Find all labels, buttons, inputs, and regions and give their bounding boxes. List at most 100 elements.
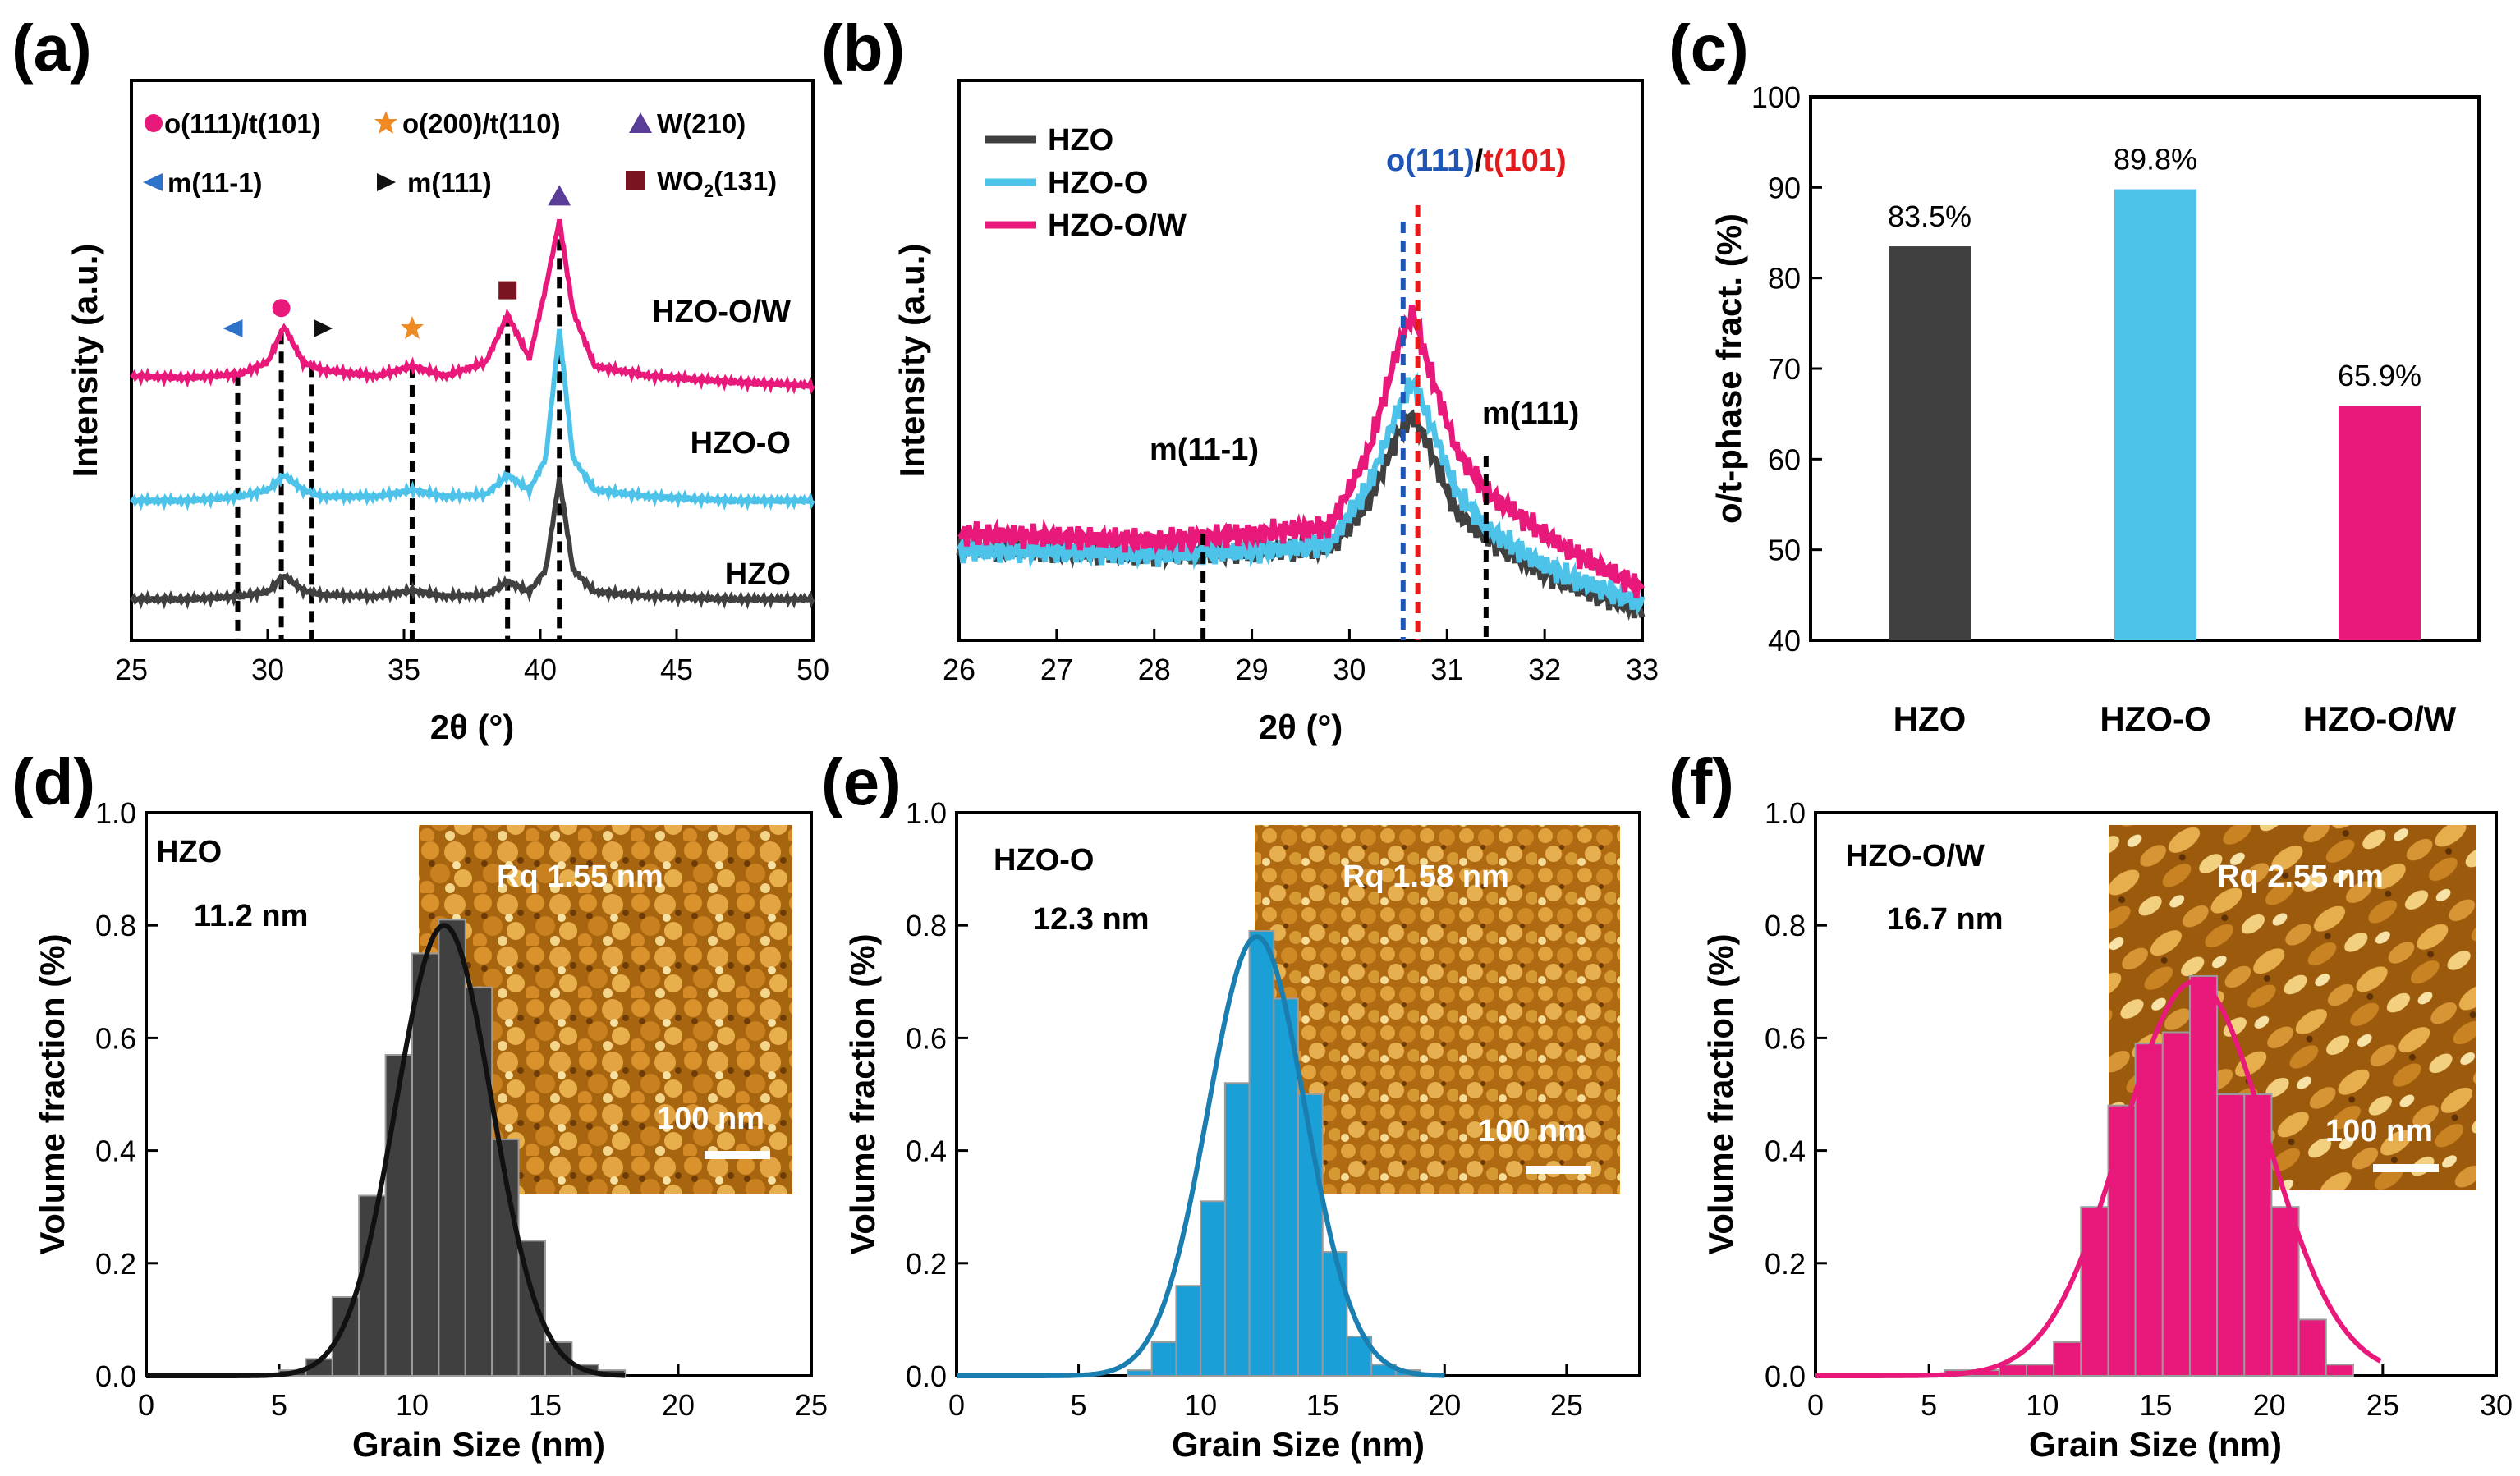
legend-label-m11-1: m(11-1)	[168, 167, 263, 198]
x-axis-label-e: Grain Size (nm)	[1172, 1425, 1425, 1464]
f-xtick-label-25: 25	[2366, 1388, 2399, 1422]
value-label-hzo: 83.5%	[1888, 199, 1971, 233]
f-hist-bar-6	[2080, 1206, 2109, 1377]
d-xtick-label-25: 25	[795, 1388, 828, 1422]
panel-e: 0 5 10 15 20 250.00.20.40.60.81.0 Rq 1.58 nm …	[843, 796, 1641, 1464]
bar-hzo-o-w	[2339, 406, 2421, 640]
legend-label-o111-t101: o(111)/t(101)	[164, 108, 321, 139]
plot-frame-b	[957, 79, 1644, 642]
panel-label-f: (f)	[1669, 745, 1734, 818]
f-ytick-label-0.0: 0.0	[1765, 1359, 1806, 1393]
rq-label-f: Rq 2.55 nm	[2217, 859, 2384, 894]
e-hist-bar-2	[1127, 1369, 1153, 1377]
e-hist-bar-3	[1150, 1341, 1177, 1377]
legend-marker-m11-1	[143, 173, 163, 191]
legend-marker-w210	[629, 112, 652, 133]
b-xtick-label-26: 26	[943, 653, 975, 686]
f-hist-bar-7	[2107, 1104, 2137, 1377]
peak-marker-m111	[314, 319, 333, 337]
d-ytick-label-0.6: 0.6	[95, 1021, 136, 1055]
y-axis-label-c: o/t-phase fract. (%)	[1710, 213, 1748, 524]
gaussian-fit-e	[957, 933, 1445, 1378]
legend-b: HZO HZO-O HZO-O/W	[985, 123, 1187, 243]
d-hist-bar-8	[438, 919, 466, 1377]
e-ytick-label-0.2: 0.2	[906, 1247, 947, 1281]
f-hist-bar-4	[2025, 1364, 2055, 1377]
panel-a: 25 30 35 40 45 50 2θ (°) Intensity (a.u.) o(1…	[66, 79, 829, 746]
annotation-m11-1: m(11-1)	[1150, 433, 1259, 467]
peak-marker-w210	[548, 185, 571, 206]
e-hist-bar-10	[1321, 1251, 1348, 1377]
e-xtick-label-25: 25	[1550, 1388, 1583, 1422]
f-xtick-label-10: 10	[2026, 1388, 2059, 1422]
d-xtick-label-10: 10	[396, 1388, 429, 1422]
peak-label-separator: /	[1475, 144, 1484, 178]
legend-marker-m111	[377, 173, 396, 191]
b-xtick-label-33: 33	[1626, 653, 1659, 686]
e-ytick-label-0.6: 0.6	[906, 1021, 947, 1055]
e-hist-bar-6	[1223, 1082, 1251, 1377]
e-xtick-label-0: 0	[948, 1388, 965, 1422]
rq-label-e: Rq 1.58 nm	[1343, 859, 1509, 894]
f-hist-bar-14	[2297, 1318, 2327, 1377]
b-xtick-label-28: 28	[1138, 653, 1171, 686]
b-xtick-label-27: 27	[1040, 653, 1073, 686]
sample-label-f: HZO-O/W	[1846, 839, 1985, 873]
peak-label-b: o(111)/t(101)	[1386, 144, 1567, 178]
legend-label-hzo-o: HZO-O	[1048, 166, 1148, 200]
panel-label-a: (a)	[11, 11, 92, 85]
c-ytick-label-90: 90	[1768, 171, 1801, 204]
c-ytick-label-50: 50	[1768, 534, 1801, 567]
xrd-zoom-line-hzo-o	[956, 372, 1646, 616]
mean-label-d: 11.2 nm	[194, 899, 308, 933]
sample-label-d: HZO	[156, 835, 222, 869]
peak-label-o111: o(111)	[1386, 144, 1475, 178]
a-xtick-label-40: 40	[524, 653, 557, 686]
panel-d: 0 5 10 15 20 250.00.20.40.60.81.0 Rq 1.55 nm …	[33, 796, 828, 1464]
y-axis-label-f: Volume fraction (%)	[1701, 933, 1740, 1254]
legend-marker-o111-t101	[145, 114, 163, 132]
xrd-line-hzo	[129, 476, 815, 610]
scalebar-label-d: 100 nm	[657, 1102, 764, 1136]
x-axis-label-f: Grain Size (nm)	[2029, 1425, 2282, 1464]
c-ytick-label-100: 100	[1751, 80, 1801, 114]
annotation-m111: m(111)	[1482, 397, 1579, 431]
a-xtick-label-45: 45	[660, 653, 693, 686]
f-xtick-label-0: 0	[1807, 1388, 1824, 1422]
legend-label-m111: m(111)	[407, 167, 492, 198]
category-label-hzo-o: HZO-O	[2100, 699, 2210, 738]
f-hist-bar-15	[2325, 1364, 2354, 1377]
scalebar-label-e: 100 nm	[1478, 1114, 1586, 1148]
d-hist-bar-9	[464, 986, 493, 1377]
e-ytick-label-0.0: 0.0	[906, 1359, 947, 1393]
y-axis-label-d: Volume fraction (%)	[33, 933, 71, 1254]
b-xtick-label-29: 29	[1236, 653, 1269, 686]
scalebar-d	[705, 1151, 770, 1159]
e-hist-bar-5	[1200, 1200, 1226, 1377]
series-label-hzo-o-w: HZO-O/W	[652, 295, 791, 329]
d-xtick-label-20: 20	[662, 1388, 695, 1422]
x-axis-label-b: 2θ (°)	[1259, 708, 1343, 746]
panel-label-c: (c)	[1669, 11, 1749, 85]
y-axis-label-a: Intensity (a.u.)	[66, 244, 104, 478]
d-ytick-label-0.8: 0.8	[95, 909, 136, 942]
e-hist-bar-7	[1248, 930, 1275, 1377]
d-xtick-label-5: 5	[271, 1388, 287, 1422]
legend-label-o200-t110: o(200)/t(110)	[402, 108, 561, 139]
scalebar-e	[1526, 1166, 1591, 1174]
e-xtick-label-20: 20	[1428, 1388, 1461, 1422]
bar-hzo-o	[2114, 189, 2196, 641]
e-ytick-label-0.8: 0.8	[906, 909, 947, 942]
d-xtick-label-0: 0	[138, 1388, 154, 1422]
c-ytick-label-40: 40	[1768, 624, 1801, 658]
sample-label-e: HZO-O	[994, 843, 1094, 878]
series-label-hzo: HZO	[725, 557, 791, 592]
rq-label-d: Rq 1.55 nm	[497, 859, 663, 894]
a-xtick-label-35: 35	[388, 653, 420, 686]
mean-label-f: 16.7 nm	[1887, 902, 2004, 937]
legend-label-hzo-o-w: HZO-O/W	[1048, 209, 1187, 243]
value-label-hzo-o: 89.8%	[2114, 143, 2197, 176]
d-ytick-label-0.4: 0.4	[95, 1135, 136, 1168]
xrd-line-hzo-o	[129, 328, 815, 511]
f-hist-bar-9	[2161, 1031, 2191, 1377]
